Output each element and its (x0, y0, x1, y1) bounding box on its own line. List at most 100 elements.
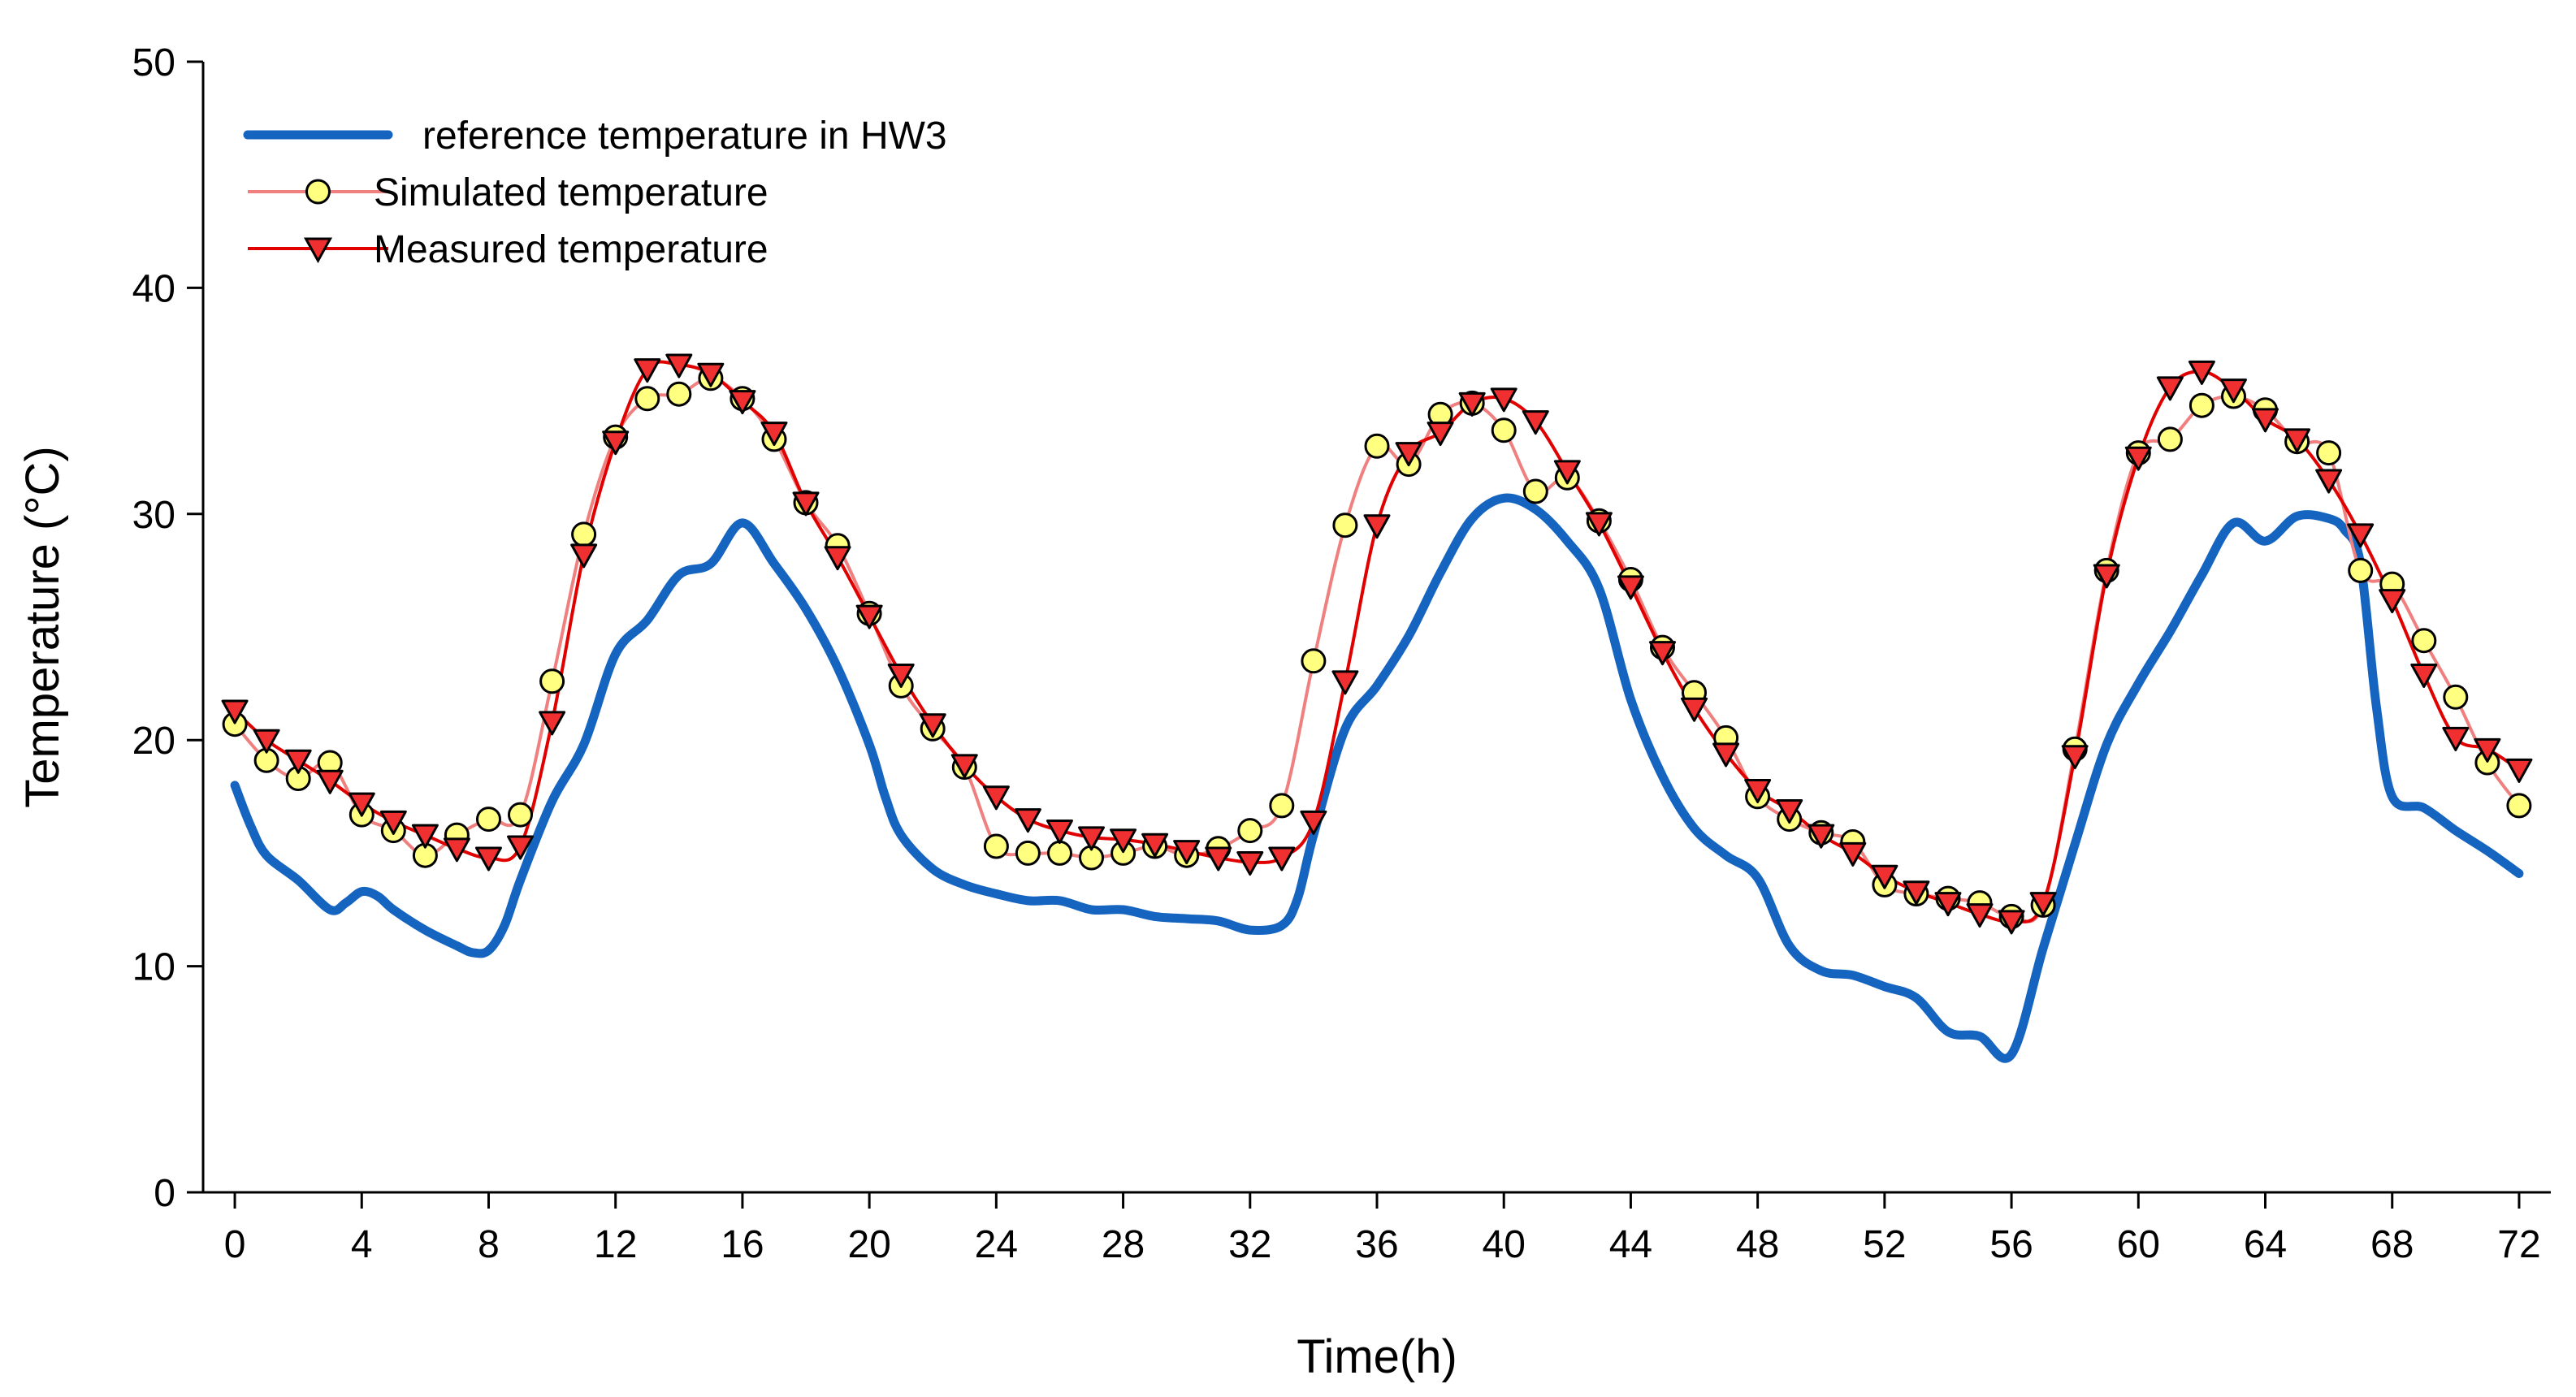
measured-point (2219, 378, 2247, 404)
measured-point (2410, 663, 2438, 688)
simulated-point (2189, 392, 2214, 418)
measured-point (1648, 641, 1676, 666)
measured-point (2093, 564, 2120, 589)
measured-point (2061, 745, 2089, 770)
measured-point (411, 824, 439, 849)
measured-point (2124, 446, 2152, 471)
measured-point (1363, 514, 1391, 539)
measured-point (1300, 810, 1327, 835)
measured-point (2315, 469, 2343, 494)
measured-point (1839, 841, 1867, 867)
simulated-point (476, 807, 501, 833)
measured-point (443, 837, 470, 863)
measured-point (1966, 903, 1994, 928)
simulated-point (1332, 513, 1358, 538)
measured-point (2284, 428, 2311, 453)
measured-point (1681, 697, 1708, 722)
measured-point (1617, 575, 1644, 600)
simulated-point (2411, 628, 2437, 654)
simulated-point (2506, 793, 2532, 819)
legend-label-measured: Measured temperature (374, 228, 768, 271)
measured-point (348, 792, 375, 817)
legend-marker-measured (303, 237, 333, 264)
x-tick-label: 56 (1989, 1223, 2033, 1266)
x-tick-label: 36 (1355, 1223, 1398, 1266)
simulated-point (1301, 648, 1327, 674)
x-tick-label: 20 (847, 1223, 890, 1266)
legend-label-simulated: Simulated temperature (374, 171, 768, 214)
measured-point (855, 604, 883, 629)
simulated-point (1047, 840, 1072, 866)
simulated-point (1269, 793, 1295, 819)
measured-point (1236, 851, 1264, 876)
legend-marker-simulated (305, 179, 331, 205)
simulated-point (2443, 684, 2469, 710)
measured-point (2156, 376, 2184, 401)
measured-point (792, 491, 820, 517)
measured-point (2474, 737, 2501, 763)
measured-point (221, 699, 249, 724)
simulated-point (1237, 818, 1263, 844)
series-layer (221, 353, 2533, 1063)
measured-point (1871, 864, 1898, 889)
x-tick-label: 12 (594, 1223, 637, 1266)
simulated-point (571, 521, 597, 547)
measured-point (602, 430, 630, 456)
legend-label-reference: reference temperature in HW3 (422, 115, 947, 158)
x-tick-label: 24 (975, 1223, 1018, 1266)
measured-point (1173, 840, 1201, 865)
x-tick-label: 52 (1863, 1223, 1906, 1266)
simulated-point (2316, 440, 2342, 466)
simulated-point (2157, 426, 2183, 452)
series-line-reference (230, 493, 2524, 1063)
measured-point (2188, 360, 2215, 385)
x-tick-label: 32 (1228, 1223, 1271, 1266)
simulated-point (666, 381, 692, 407)
x-tick-label: 28 (1102, 1223, 1145, 1266)
y-tick-label: 20 (132, 720, 175, 763)
y-axis-title: Temperature (°C) (16, 446, 69, 807)
x-tick-label: 64 (2244, 1223, 2287, 1266)
y-tick-label: 10 (132, 946, 175, 989)
measured-point (253, 729, 280, 754)
y-tick-label: 50 (132, 41, 175, 84)
measured-point (1808, 824, 1835, 849)
x-tick-label: 40 (1483, 1223, 1526, 1266)
measured-point (634, 358, 661, 383)
measured-point (1998, 910, 2025, 935)
measured-point (729, 390, 756, 415)
x-tick-label: 4 (351, 1223, 373, 1266)
measured-point (887, 663, 915, 688)
measured-point (2379, 589, 2406, 614)
x-tick-label: 48 (1736, 1223, 1779, 1266)
measured-point (570, 543, 598, 569)
measured-point (2347, 523, 2375, 548)
x-tick-label: 68 (2370, 1223, 2414, 1266)
simulated-point (1364, 433, 1390, 459)
measured-point (1268, 846, 1296, 872)
x-tick-label: 72 (2497, 1223, 2540, 1266)
x-tick-label: 44 (1609, 1223, 1652, 1266)
measured-point (1744, 778, 1772, 803)
measured-point (1205, 846, 1232, 872)
simulated-point (2348, 557, 2374, 583)
measured-point (982, 785, 1010, 811)
y-tick-label: 0 (154, 1172, 175, 1215)
measured-point (1776, 799, 1803, 824)
simulated-point (983, 833, 1009, 859)
x-axis-title: Time(h) (1297, 1330, 1457, 1383)
measured-point (284, 749, 312, 774)
measured-point (1585, 512, 1613, 537)
measured-point (2029, 892, 2057, 917)
x-tick-label: 60 (2117, 1223, 2160, 1266)
measured-point (1395, 442, 1422, 467)
measured-point (1712, 742, 1740, 768)
y-tick-label: 40 (132, 267, 175, 310)
measured-point (1458, 391, 1486, 417)
measured-point (760, 422, 788, 447)
measured-point (1903, 880, 1930, 906)
simulated-point (508, 802, 533, 828)
measured-point (665, 353, 693, 378)
